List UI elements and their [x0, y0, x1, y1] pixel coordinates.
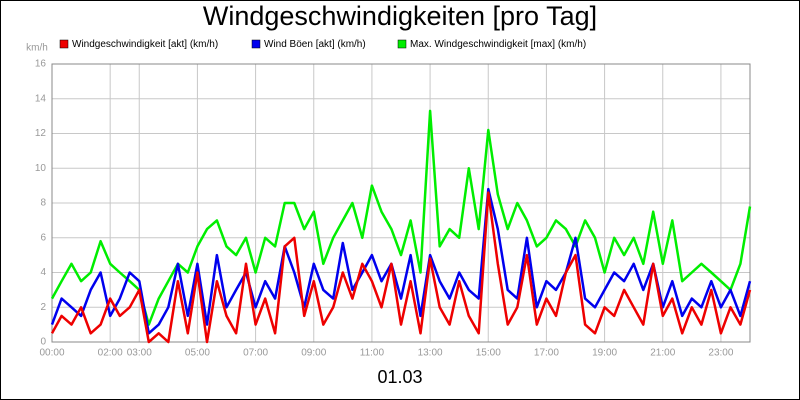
- x-tick-label: 15:00: [476, 348, 501, 359]
- x-tick-label: 03:00: [127, 348, 152, 359]
- series-line: [50, 191, 752, 344]
- x-tick-label: 09:00: [301, 348, 326, 359]
- y-tick-label: 8: [40, 198, 46, 209]
- x-tick-label: 05:00: [185, 348, 210, 359]
- y-tick-label: 6: [40, 232, 46, 243]
- x-tick-label: 07:00: [243, 348, 268, 359]
- x-tick-label: 00:00: [39, 348, 64, 359]
- legend-swatch: [397, 39, 407, 49]
- legend-label: Wind Böen [akt] (km/h): [264, 39, 366, 50]
- y-tick-label: 12: [35, 128, 47, 139]
- y-tick-label: 0: [40, 337, 46, 348]
- y-tick-label: 10: [35, 163, 47, 174]
- plot-border: [51, 63, 751, 343]
- y-tick-label: 14: [35, 93, 47, 104]
- y-tick-label: 4: [40, 267, 46, 278]
- y-unit: km/h: [26, 43, 48, 54]
- x-tick-label: 11:00: [360, 348, 385, 359]
- x-tick-label: 17:00: [534, 348, 559, 359]
- x-tick-label: 02:00: [98, 348, 123, 359]
- legend-swatch: [251, 39, 261, 49]
- legend-label: Windgeschwindigkeit [akt] (km/h): [72, 39, 218, 50]
- x-tick-label: 21:00: [650, 348, 675, 359]
- series-line: [50, 187, 752, 335]
- legend-label: Max. Windgeschwindigkeit [max] (km/h): [410, 39, 586, 50]
- y-tick-label: 16: [35, 59, 47, 70]
- legend-swatch: [59, 39, 69, 49]
- y-tick-label: 2: [40, 302, 46, 313]
- chart-title: Windgeschwindigkeiten [pro Tag]: [203, 1, 597, 31]
- x-tick-label: 23:00: [708, 348, 733, 359]
- x-tick-label: 19:00: [592, 348, 617, 359]
- date-label: 01.03: [377, 367, 422, 387]
- x-tick-label: 13:00: [418, 348, 443, 359]
- series-line: [50, 109, 752, 326]
